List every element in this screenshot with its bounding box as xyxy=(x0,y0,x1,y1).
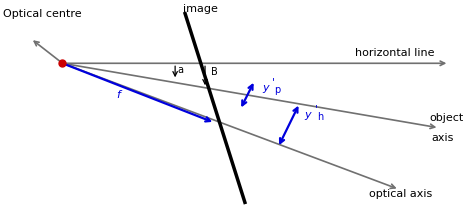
Text: horizontal line: horizontal line xyxy=(355,48,434,58)
Text: object: object xyxy=(429,113,464,123)
Text: image: image xyxy=(182,4,218,14)
Text: y: y xyxy=(262,83,268,93)
Text: a: a xyxy=(177,65,183,75)
Text: axis: axis xyxy=(431,133,454,143)
Text: ': ' xyxy=(315,104,318,114)
Text: p: p xyxy=(274,85,280,95)
Text: f: f xyxy=(117,90,120,100)
Text: h: h xyxy=(317,112,323,122)
Text: y: y xyxy=(305,110,311,120)
Text: ': ' xyxy=(272,77,275,87)
Text: B: B xyxy=(210,67,218,77)
Text: Optical centre: Optical centre xyxy=(3,9,82,19)
Text: optical axis: optical axis xyxy=(370,189,433,199)
